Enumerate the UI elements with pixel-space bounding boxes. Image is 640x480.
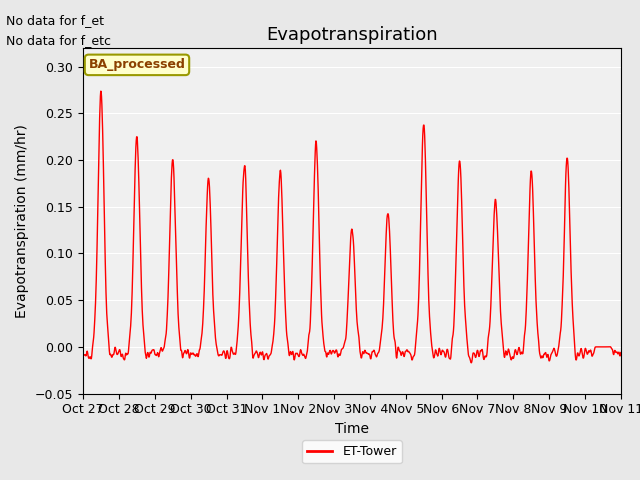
Y-axis label: Evapotranspiration (mm/hr): Evapotranspiration (mm/hr) [15, 124, 29, 318]
Text: No data for f_etc: No data for f_etc [6, 34, 111, 47]
Text: BA_processed: BA_processed [88, 59, 186, 72]
Title: Evapotranspiration: Evapotranspiration [266, 25, 438, 44]
Text: No data for f_et: No data for f_et [6, 14, 104, 27]
X-axis label: Time: Time [335, 422, 369, 436]
Legend: ET-Tower: ET-Tower [302, 440, 402, 463]
